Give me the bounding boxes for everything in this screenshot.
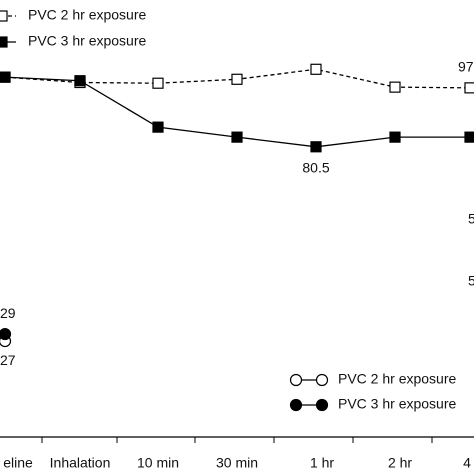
- marker: [315, 398, 329, 412]
- annotation: 5: [468, 273, 474, 289]
- data-label: 97: [458, 59, 474, 75]
- marker: [152, 121, 164, 133]
- legend-label: PVC 3 hr exposure: [338, 396, 456, 412]
- marker: [0, 10, 8, 22]
- marker: [464, 131, 474, 143]
- annotation: 5: [468, 211, 474, 227]
- marker: [0, 36, 8, 48]
- marker: [231, 131, 243, 143]
- data-label: 27: [0, 352, 16, 368]
- marker: [389, 131, 401, 143]
- marker: [289, 398, 303, 412]
- legend-label: PVC 3 hr exposure: [28, 33, 146, 49]
- legend-label: PVC 2 hr exposure: [338, 371, 456, 387]
- marker: [389, 81, 401, 93]
- x-tick-label: Inhalation: [50, 455, 111, 471]
- marker: [231, 73, 243, 85]
- marker: [74, 75, 86, 87]
- x-tick-label: eline: [3, 455, 33, 471]
- x-tick-label: 30 min: [216, 455, 258, 471]
- marker: [289, 373, 303, 387]
- x-tick-label: 10 min: [137, 455, 179, 471]
- legend-label: PVC 2 hr exposure: [28, 7, 146, 23]
- x-tick-label: 4: [463, 455, 471, 471]
- marker: [464, 82, 474, 94]
- marker: [152, 77, 164, 89]
- marker: [0, 71, 11, 83]
- x-tick-label: 1 hr: [310, 455, 334, 471]
- x-tick-label: 2 hr: [388, 455, 412, 471]
- data-label: 80.5: [302, 159, 329, 175]
- marker: [0, 327, 12, 341]
- marker: [310, 63, 322, 75]
- data-label: 29: [0, 305, 16, 321]
- marker: [315, 373, 329, 387]
- marker: [310, 141, 322, 153]
